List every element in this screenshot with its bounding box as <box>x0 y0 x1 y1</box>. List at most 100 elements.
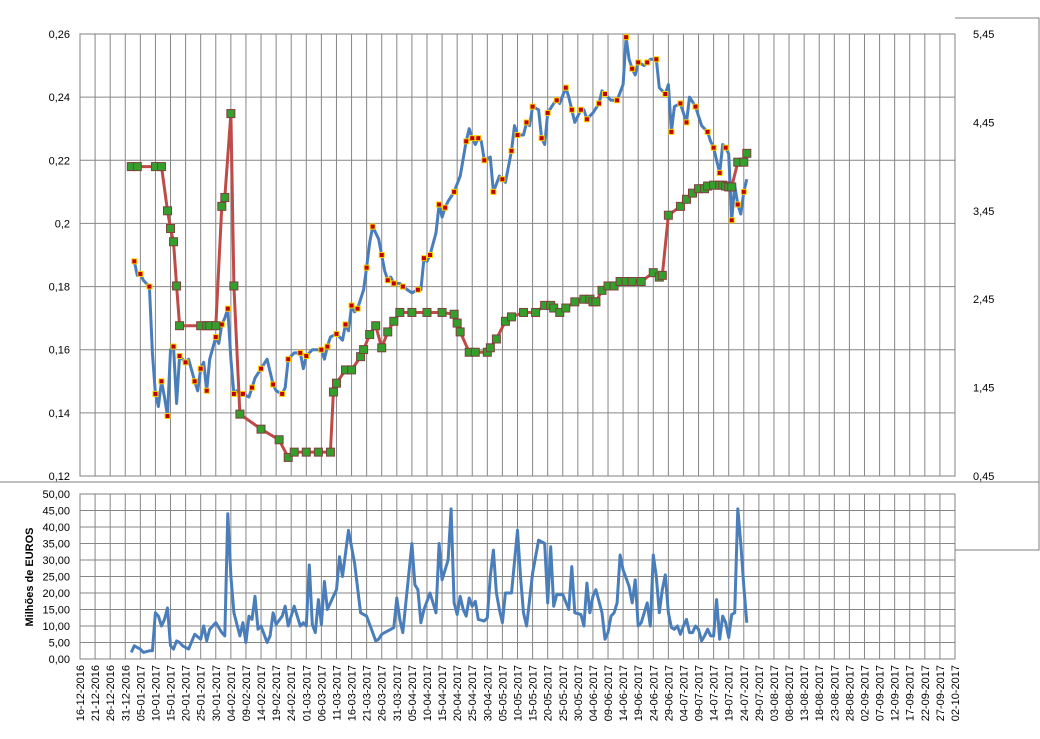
indicator-point <box>561 303 571 313</box>
x-axis-tick-label: 05-01-2017 <box>135 665 147 721</box>
x-axis-tick-label: 28-08-2017 <box>844 665 856 721</box>
price-point <box>677 100 684 107</box>
price-point <box>427 252 433 258</box>
price-point <box>354 305 361 312</box>
top-right-axis-ticks: 0,45 1,45 2,45 3,45 4,45 5,45 <box>973 29 994 483</box>
right-axis-tick-label: 2,45 <box>973 294 994 306</box>
indicator-point <box>313 447 323 457</box>
price-point <box>285 356 292 363</box>
x-axis-tick-label: 12-09-2017 <box>890 665 902 721</box>
price-point <box>463 138 470 145</box>
top-panel-grid <box>79 33 956 477</box>
x-axis-tick-label: 15-05-2017 <box>528 665 540 721</box>
left-axis-tick-label: 0,16 <box>49 345 70 357</box>
x-axis-tick-label: 24-07-2017 <box>739 665 751 721</box>
x-axis-tick-label: 11-03-2017 <box>331 665 343 720</box>
bottom-y-axis-ticks: 0,00 5,00 10,00 15,00 20,00 25,00 30,00 35,00 40… <box>42 489 70 666</box>
indicator-point <box>727 182 737 192</box>
price-point <box>131 258 138 265</box>
indicator-point <box>325 447 335 457</box>
left-axis-tick-label: 0,22 <box>49 155 70 167</box>
price-point <box>270 381 277 388</box>
price-point <box>230 390 237 397</box>
x-axis-tick-label: 04-02-2017 <box>226 665 238 721</box>
indicator-point <box>347 365 357 375</box>
indicator-point <box>175 321 185 331</box>
indicator-point <box>570 297 580 307</box>
x-axis-tick-label: 15-01-2017 <box>166 665 178 721</box>
price-point <box>158 378 165 385</box>
right-axis-tick-label: 4,45 <box>973 117 994 129</box>
bottom-axis-tick-label: 30,00 <box>42 555 70 567</box>
indicator-point <box>663 210 673 220</box>
indicator-point <box>235 409 245 419</box>
x-axis-tick-label: 04-07-2017 <box>678 665 690 721</box>
x-axis-tick-label: 09-02-2017 <box>241 665 253 721</box>
price-point <box>191 378 198 385</box>
price-point <box>239 390 246 397</box>
indicator-point <box>211 321 221 331</box>
price-point <box>583 116 590 123</box>
x-axis-tick-label: 29-06-2017 <box>663 665 675 721</box>
indicator-point <box>301 447 311 457</box>
left-axis-tick-label: 0,18 <box>49 282 70 294</box>
price-point <box>523 119 530 126</box>
indicator-point <box>531 307 541 317</box>
indicator-point <box>407 307 417 317</box>
price-point <box>369 223 376 230</box>
indicator-point <box>627 277 637 287</box>
x-axis-tick-label: 05-05-2017 <box>497 665 509 721</box>
x-axis-tick-label: 14-02-2017 <box>256 665 268 721</box>
top-panel-series <box>126 34 752 462</box>
indicator-point <box>455 327 465 337</box>
price-point <box>704 128 711 135</box>
left-axis-tick-label: 0,24 <box>49 92 70 104</box>
right-axis-tick-label: 0,45 <box>973 471 994 483</box>
bottom-axis-tick-label: 0,00 <box>49 654 70 666</box>
price-point <box>399 283 406 290</box>
price-point <box>577 106 584 113</box>
price-point <box>514 132 521 139</box>
price-point <box>384 277 391 284</box>
x-axis-tick-label: 31-12-2016 <box>120 665 132 721</box>
price-point <box>481 157 488 164</box>
price-point <box>451 188 458 195</box>
indicator-point <box>485 343 495 353</box>
bottom-axis-tick-label: 5,00 <box>49 638 70 650</box>
bottom-axis-tick-label: 25,00 <box>42 572 70 584</box>
price-point <box>568 106 575 113</box>
price-point <box>562 84 569 91</box>
x-axis-tick-label: 16-03-2017 <box>347 665 359 721</box>
price-point <box>414 286 421 293</box>
price-point <box>529 103 536 110</box>
price-point <box>152 390 159 397</box>
indicator-point <box>371 321 381 331</box>
x-axis-tick-label: 30-04-2017 <box>482 665 494 721</box>
indicator-point <box>422 307 432 317</box>
indicator-point <box>449 309 459 319</box>
indicator-point <box>675 201 685 211</box>
indicator-point <box>169 237 179 247</box>
price-point <box>176 353 183 360</box>
x-axis-tick-label: 20-05-2017 <box>543 665 555 721</box>
x-axis-tick-label: 23-08-2017 <box>829 665 841 721</box>
right-axis-tick-label: 3,45 <box>973 206 994 218</box>
indicator-point <box>289 447 299 457</box>
x-axis-tick-label: 29-07-2017 <box>754 665 766 721</box>
indicator-point <box>491 334 501 344</box>
price-point <box>629 65 636 72</box>
price-point <box>635 59 642 66</box>
x-axis-tick-label: 10-01-2017 <box>150 665 162 721</box>
price-point <box>279 390 286 397</box>
left-axis-tick-label: 0,26 <box>49 29 70 41</box>
price-point <box>324 343 331 350</box>
price-point <box>475 135 482 142</box>
price-point <box>614 97 621 104</box>
indicator-point <box>256 424 266 434</box>
right-axis-tick-label: 5,45 <box>973 29 994 41</box>
left-axis-tick-label: 0,14 <box>49 408 70 420</box>
indicator-point <box>274 435 284 445</box>
indicator-point <box>377 343 387 353</box>
x-axis-tick-label: 21-03-2017 <box>362 665 374 721</box>
x-axis-tick-label: 04-06-2017 <box>588 665 600 721</box>
